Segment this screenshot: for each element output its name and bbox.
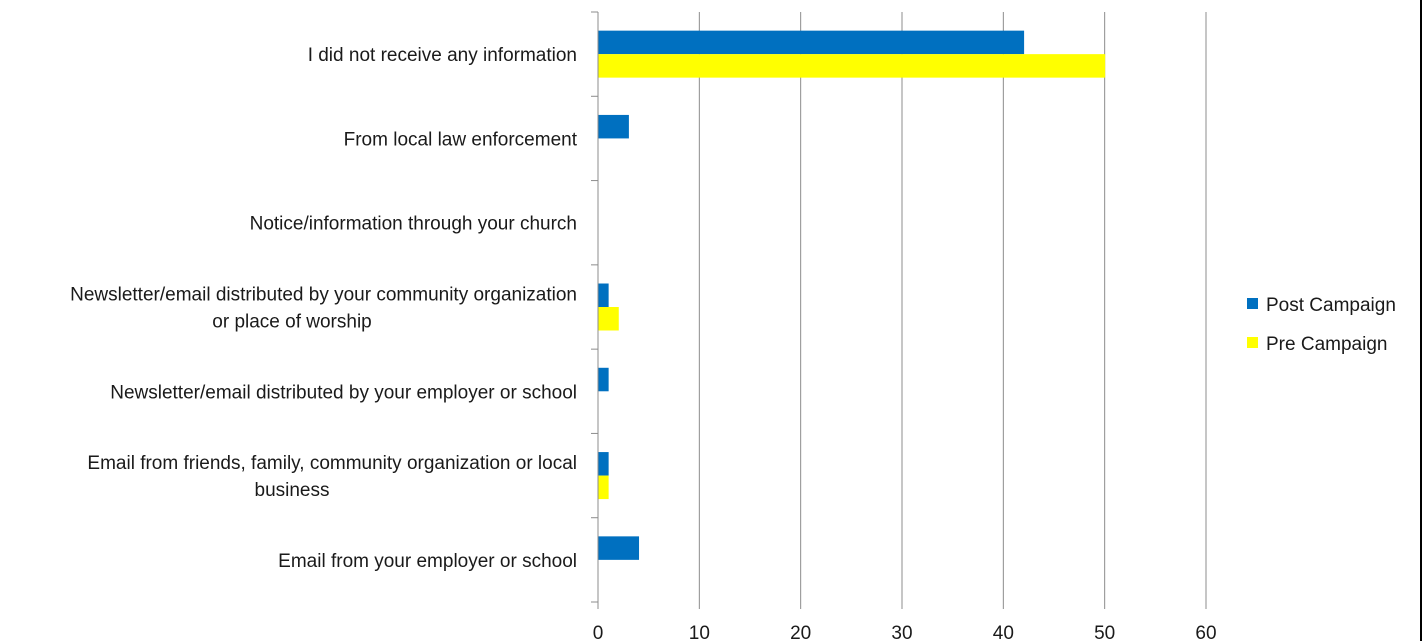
category-label: I did not receive any information [308, 45, 577, 66]
legend: Post Campaign Pre Campaign [1247, 295, 1396, 355]
gridlines [698, 12, 1207, 602]
bar-post-campaign-1 [598, 114, 629, 139]
x-tick-label: 40 [993, 623, 1014, 641]
category-label: Email from friends, family, community or… [87, 453, 577, 474]
legend-swatch-pre-campaign [1247, 337, 1258, 348]
tick-labels: 0 10 20 30 40 50 60 [593, 623, 1217, 641]
frame-border [1420, 0, 1422, 641]
bar-pre-campaign-5 [598, 475, 609, 500]
category-label: Newsletter/email distributed by your com… [70, 285, 577, 306]
x-tick-label: 10 [689, 623, 710, 641]
legend-label-pre-campaign: Pre Campaign [1266, 334, 1387, 355]
bar-pre-campaign-3 [598, 307, 619, 331]
bar-post-campaign-4 [598, 367, 609, 392]
category-label: Email from your employer or school [278, 551, 577, 572]
bar-post-campaign-3 [598, 283, 609, 307]
x-tick-label: 0 [593, 623, 604, 641]
x-tick-label: 30 [891, 623, 912, 641]
category-label: business [255, 480, 330, 501]
legend-swatch-post-campaign [1247, 298, 1258, 309]
axes [591, 11, 1207, 609]
category-label: Newsletter/email distributed by your emp… [110, 382, 577, 403]
category-label: or place of worship [212, 312, 371, 333]
category-label: Notice/information through your church [250, 214, 577, 235]
x-tick-label: 60 [1195, 623, 1216, 641]
category-label: From local law enforcement [344, 129, 578, 150]
x-tick-label: 50 [1094, 623, 1115, 641]
bar-pre-campaign-0 [598, 54, 1106, 78]
bar-post-campaign-0 [598, 30, 1025, 55]
category-labels: I did not receive any information From lo… [70, 45, 578, 572]
x-tick-label: 20 [790, 623, 811, 641]
bars [598, 30, 1106, 560]
bar-post-campaign-6 [598, 536, 640, 560]
bar-post-campaign-5 [598, 452, 609, 476]
legend-label-post-campaign: Post Campaign [1266, 295, 1396, 316]
